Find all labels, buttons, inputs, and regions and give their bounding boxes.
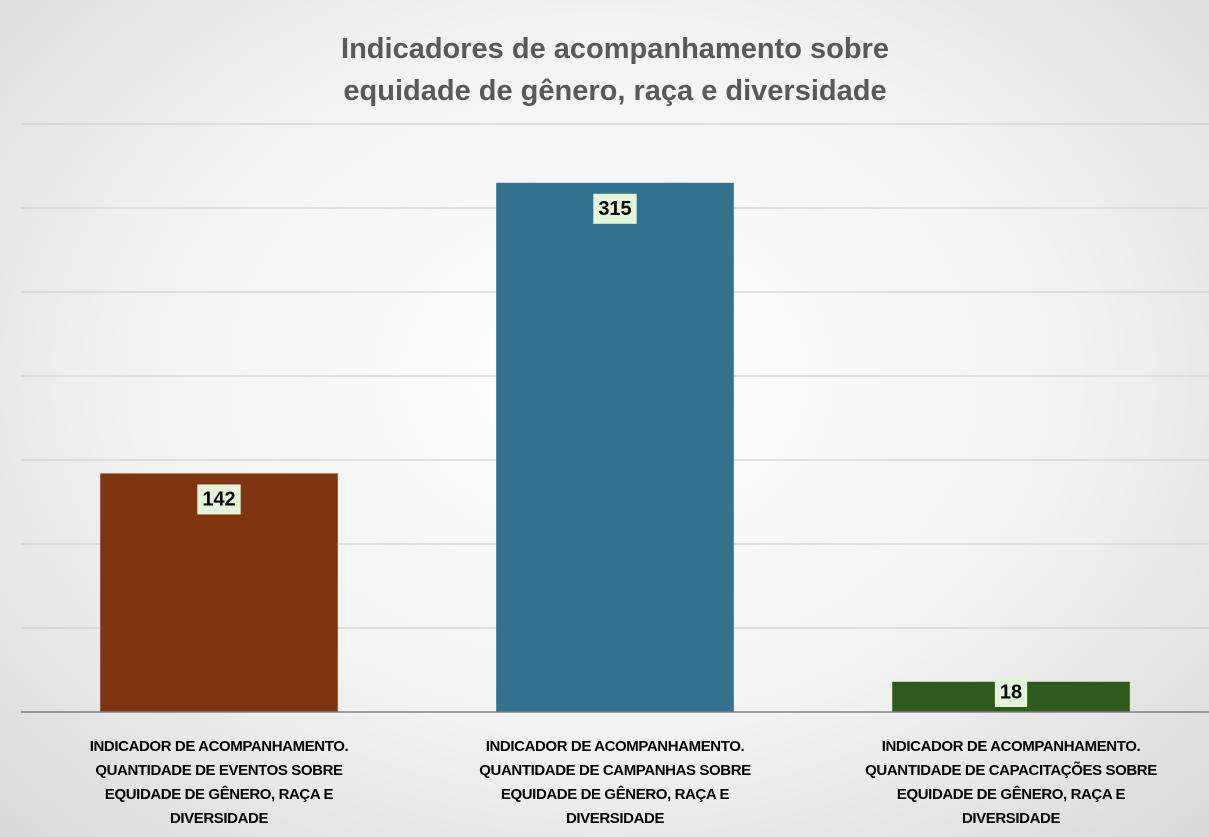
value-label: 18 bbox=[1000, 681, 1022, 703]
x-tick-label: INDICADOR DE ACOMPANHAMENTO. QUANTIDADE … bbox=[865, 738, 1157, 827]
x-tick-label: INDICADOR DE ACOMPANHAMENTO. QUANTIDADE … bbox=[89, 738, 349, 827]
x-tick-label: INDICADOR DE ACOMPANHAMENTO. QUANTIDADE … bbox=[479, 738, 751, 827]
value-label: 315 bbox=[598, 198, 631, 220]
chart-title: Indicadores de acompanhamento sobre equi… bbox=[341, 33, 889, 107]
value-label: 142 bbox=[202, 489, 235, 511]
value-label-box bbox=[994, 677, 1028, 707]
bar bbox=[496, 182, 734, 713]
value-label-box bbox=[197, 484, 241, 515]
value-label-box bbox=[593, 193, 637, 224]
